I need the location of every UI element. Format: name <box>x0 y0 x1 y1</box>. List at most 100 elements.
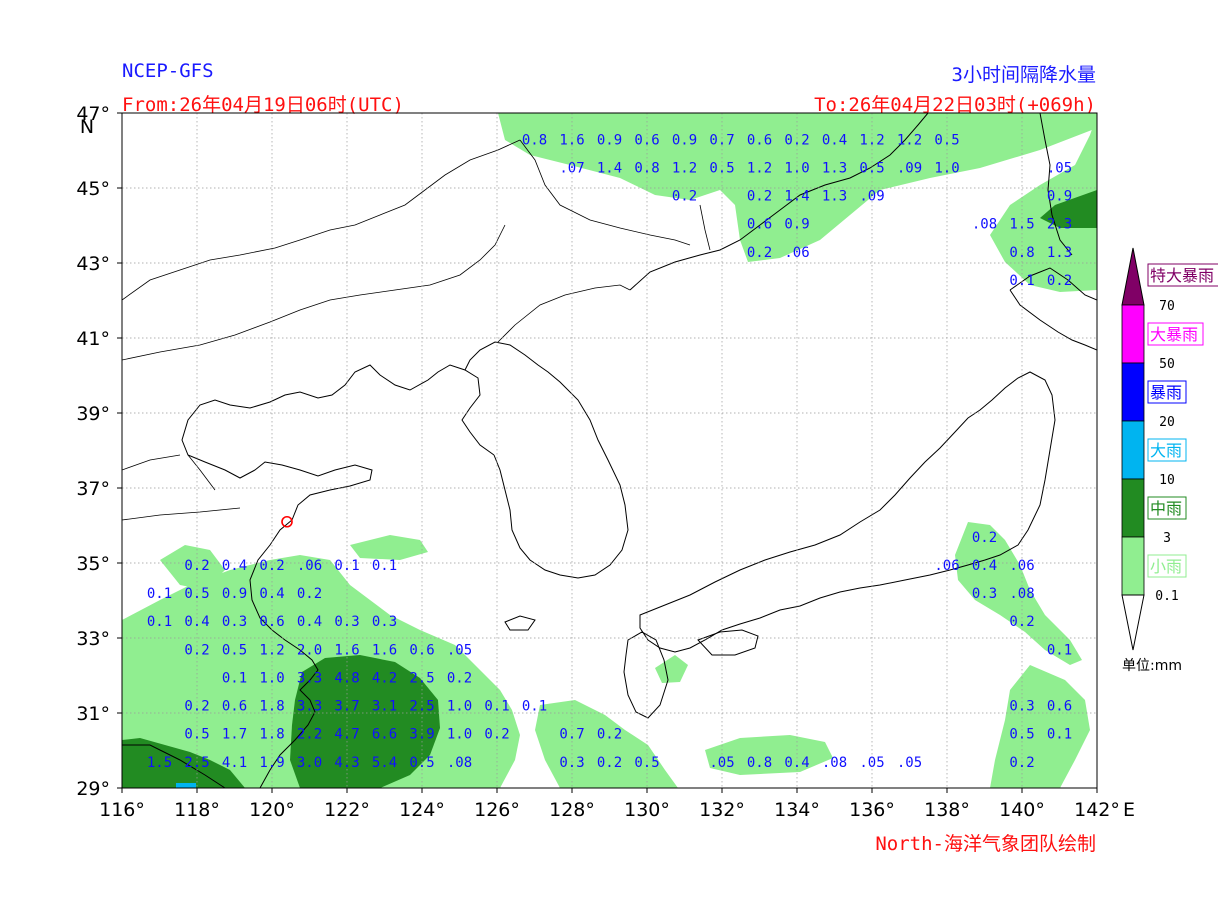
moderate-rain-area <box>1040 190 1097 228</box>
china-coastline <box>122 364 495 788</box>
precip-value: 2.3 <box>1047 217 1072 233</box>
precip-value: 1.9 <box>259 755 284 771</box>
precip-value: 0.9 <box>1047 189 1072 205</box>
lat-lon-grid <box>122 113 1097 788</box>
precip-value: .05 <box>447 642 472 658</box>
precip-value: 0.8 <box>1009 245 1034 261</box>
heavy-rain-area <box>176 783 196 788</box>
precip-value: 0.4 <box>822 132 847 148</box>
precip-value: 0.2 <box>184 642 209 658</box>
precip-value: 1.5 <box>147 755 172 771</box>
credit-label: North-海洋气象团队绘制 <box>875 833 1096 855</box>
legend-threshold: 70 <box>1159 299 1175 314</box>
light-rain-area <box>990 665 1090 788</box>
precip-value: 0.4 <box>297 614 322 630</box>
precip-value: 0.5 <box>634 755 659 771</box>
precip-value: 1.6 <box>559 132 584 148</box>
precip-value: 0.2 <box>672 189 697 205</box>
precip-value: 0.1 <box>1009 273 1034 289</box>
precip-value: 0.7 <box>559 727 584 743</box>
legend-unit-label: 单位:mm <box>1122 658 1182 674</box>
lon-tick-label: 140° <box>999 799 1045 821</box>
precip-value: 3.9 <box>409 727 434 743</box>
lat-unit-label: N <box>80 116 94 138</box>
lat-tick-label: 33° <box>76 628 110 650</box>
legend-category-box <box>1147 322 1204 346</box>
axis-tick-labels: 116° 118° 120° 122° 124° 126° 128° 130° 132° 134°… <box>76 103 1135 821</box>
precip-value: 0.7 <box>709 132 734 148</box>
legend-swatch <box>1121 362 1145 422</box>
precip-value-labels: 0.8 1.6 0.9 0.6 0.9 0.7 0.6 0.2 0.4 1.2 1.2 0.5 .07 1… <box>147 132 1072 771</box>
moderate-rain-area <box>122 738 245 788</box>
lon-tick-label: 126° <box>474 799 520 821</box>
precip-value: 1.2 <box>259 642 284 658</box>
precip-value: 3.3 <box>297 670 322 686</box>
lat-tick-label: 37° <box>76 478 110 500</box>
precip-value: 0.9 <box>784 217 809 233</box>
lon-tick-label: 132° <box>699 799 745 821</box>
precip-value: 5.4 <box>372 755 397 771</box>
legend-threshold: 50 <box>1159 357 1175 372</box>
precip-value: 1.0 <box>447 727 472 743</box>
lat-tick-label: 41° <box>76 328 110 350</box>
border-line <box>122 204 711 521</box>
precip-value: 0.4 <box>784 755 809 771</box>
japan-coastline <box>1009 267 1097 351</box>
precip-value: 1.4 <box>597 160 622 176</box>
precip-value: 4.2 <box>372 670 397 686</box>
island-outline <box>504 615 536 631</box>
precip-value: 0.2 <box>747 245 772 261</box>
lon-unit-label: E <box>1123 799 1135 821</box>
model-title: NCEP-GFS <box>122 60 214 82</box>
precip-value: .08 <box>447 755 472 771</box>
precip-value: 0.1 <box>522 699 547 715</box>
legend-category-box <box>1147 496 1187 520</box>
legend-threshold: 0.1 <box>1155 589 1178 604</box>
border-line <box>122 139 691 301</box>
lon-tick-label: 120° <box>249 799 295 821</box>
legend-threshold: 3 <box>1163 531 1171 546</box>
japan-coastline <box>639 371 1056 653</box>
sakhalin-coastline <box>1039 113 1073 256</box>
lon-tick-label: 142° <box>1074 799 1120 821</box>
precip-value: 1.6 <box>334 642 359 658</box>
lat-tick-label: 43° <box>76 253 110 275</box>
precip-value: 0.9 <box>672 132 697 148</box>
precip-value: 1.3 <box>1047 245 1072 261</box>
light-rain-area <box>535 700 678 788</box>
precip-value: 4.7 <box>334 727 359 743</box>
light-rain-area <box>160 545 225 590</box>
precip-value: .06 <box>297 558 322 574</box>
precip-value: 0.3 <box>1009 699 1034 715</box>
legend-swatch <box>1121 594 1145 651</box>
precip-value: .08 <box>972 217 997 233</box>
legend-threshold: 20 <box>1159 415 1175 430</box>
moderate-rain-area <box>290 655 440 788</box>
precip-value: 1.2 <box>859 132 884 148</box>
precip-value: 0.4 <box>222 558 247 574</box>
light-rain-area <box>705 735 833 775</box>
precip-value: .09 <box>897 160 922 176</box>
precip-value: .06 <box>934 558 959 574</box>
precip-value: 0.9 <box>597 132 622 148</box>
valid-to-label: To:26年04月22日03时(+069h) <box>814 94 1096 116</box>
precip-value: 0.2 <box>597 727 622 743</box>
valid-from-label: From:26年04月19日06时(UTC) <box>122 94 404 116</box>
precip-value: 0.4 <box>184 614 209 630</box>
precip-value: 0.6 <box>1047 699 1072 715</box>
precip-value: 2.2 <box>297 727 322 743</box>
precip-value: .06 <box>1009 558 1034 574</box>
precip-value: 0.4 <box>259 586 284 602</box>
precip-value: 0.1 <box>1047 642 1072 658</box>
precip-value: 0.2 <box>184 699 209 715</box>
precip-value: 0.1 <box>372 558 397 574</box>
lat-tick-label: 39° <box>76 403 110 425</box>
russia-coastline <box>629 113 929 291</box>
precip-value: 0.5 <box>184 586 209 602</box>
precip-value: .06 <box>784 245 809 261</box>
lat-tick-label: 31° <box>76 703 110 725</box>
precip-value: .05 <box>897 755 922 771</box>
lon-tick-label: 124° <box>399 799 445 821</box>
precip-value: .07 <box>559 160 584 176</box>
coastline-layer <box>122 113 1097 788</box>
